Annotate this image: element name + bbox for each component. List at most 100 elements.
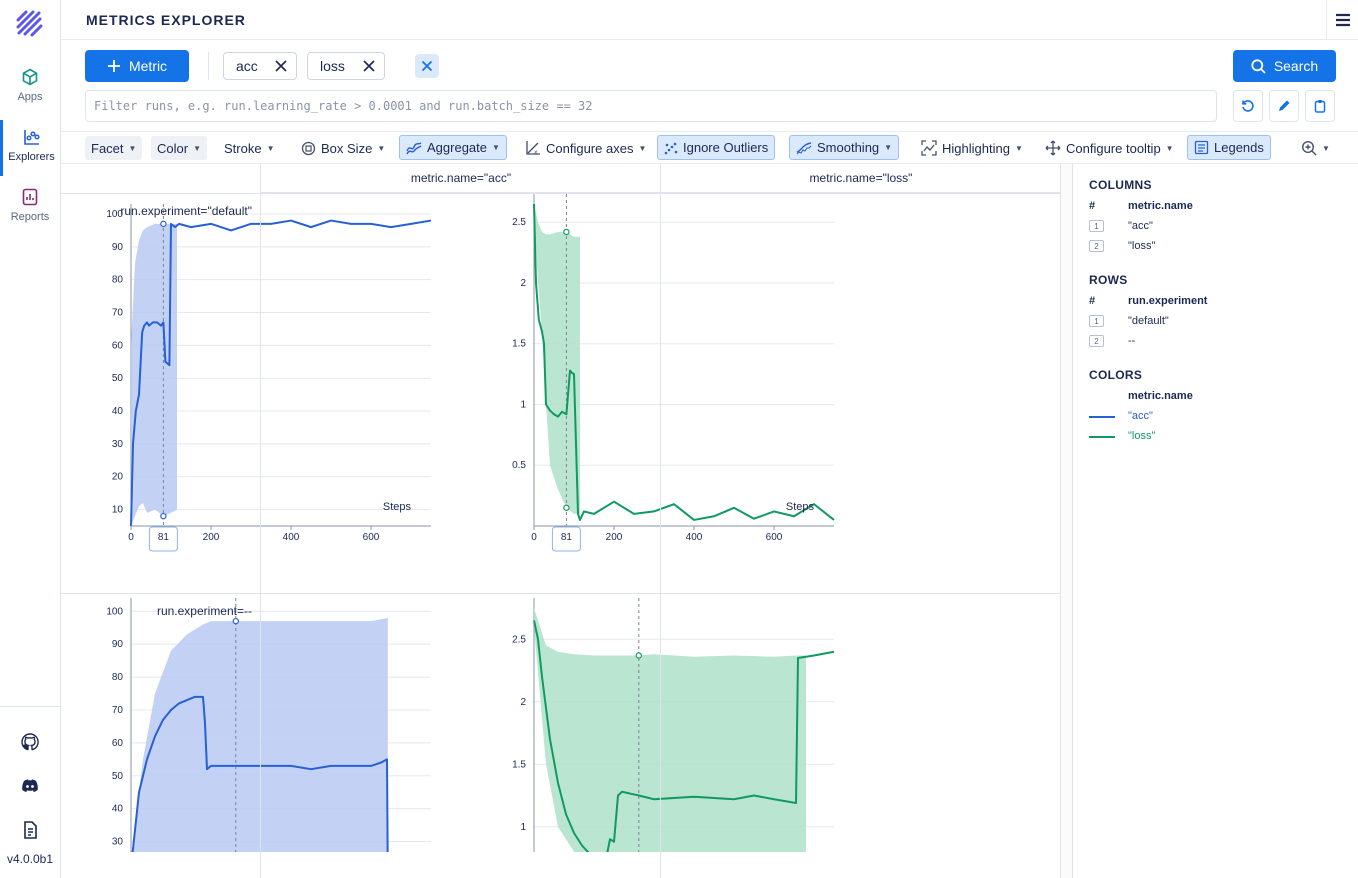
close-icon[interactable] — [362, 59, 376, 73]
y-tick-label: 100 — [106, 606, 123, 617]
aim-logo-icon[interactable] — [16, 10, 44, 38]
vertical-scrollbar[interactable] — [1061, 164, 1073, 878]
y-tick-label: 80 — [112, 672, 124, 683]
y-tick-label: 60 — [112, 738, 124, 749]
sidebar-item-reports[interactable]: Reports — [0, 180, 60, 236]
add-metric-button[interactable]: Metric — [85, 50, 189, 82]
stroke-dropdown[interactable]: Stroke ▼ — [218, 136, 281, 160]
legend-value: "acc" — [1128, 220, 1153, 232]
legend-value: "loss" — [1128, 240, 1156, 252]
legend-value: "default" — [1128, 315, 1169, 327]
cursor-x-label: 81 — [561, 532, 573, 543]
sidebar-item-apps[interactable]: Apps — [0, 60, 60, 116]
legend-index: 2 — [1089, 240, 1104, 252]
cursor-point — [232, 617, 239, 625]
box-size-dropdown[interactable]: Box Size ▼ — [295, 136, 391, 160]
filter-input[interactable]: Filter runs, e.g. run.learning_rate > 0.… — [85, 90, 1217, 122]
search-button[interactable]: Search — [1233, 50, 1336, 82]
caret-down-icon: ▼ — [266, 143, 275, 153]
configure-axes-dropdown[interactable]: x Configure axes ▼ — [519, 136, 652, 160]
caret-down-icon: ▼ — [1014, 143, 1023, 153]
smoothing-label: Smoothing — [817, 140, 880, 155]
y-tick-label: 1 — [521, 399, 527, 410]
column-header: metric.name="acc" — [261, 164, 661, 193]
chip-label: acc — [236, 58, 258, 74]
cursor-x-label: 81 — [158, 532, 170, 543]
x-tick-label: 600 — [363, 532, 380, 543]
aggregate-band — [534, 608, 807, 865]
chart-grid: metric.name="acc" metric.name="loss" run… — [61, 164, 1061, 878]
move-icon — [1045, 140, 1061, 156]
series-line-loss — [533, 203, 836, 521]
y-tick-label: 2 — [521, 278, 527, 289]
cursor-point — [563, 228, 571, 236]
configure-axes-label: Configure axes — [546, 140, 634, 156]
x-tick-label: 600 — [766, 532, 783, 543]
y-tick-label: 70 — [112, 705, 124, 716]
aggregate-dropdown[interactable]: Aggregate ▼ — [399, 135, 507, 160]
cursor-x-badge — [148, 526, 178, 552]
ignore-outliers-toggle[interactable]: Ignore Outliers — [657, 135, 776, 160]
configure-tooltip-label: Configure tooltip — [1066, 140, 1161, 156]
legend-key: metric.name — [1128, 390, 1193, 402]
legend-key: metric.name — [1128, 200, 1193, 212]
y-tick-label: 40 — [112, 804, 124, 815]
axes-icon: x — [526, 141, 540, 156]
column-header: metric.name="loss" — [661, 164, 1061, 193]
version-label: v4.0.0b1 — [6, 852, 54, 866]
highlight-icon — [921, 140, 937, 156]
metric-chip-loss[interactable]: loss — [307, 52, 385, 80]
legends-toggle[interactable]: Legends — [1187, 135, 1271, 160]
search-icon — [1251, 58, 1266, 74]
smoothing-dropdown[interactable]: Smoothing ▼ — [789, 135, 900, 160]
legend-section-title: COLORS — [1089, 368, 1143, 382]
copy-button[interactable] — [1305, 90, 1335, 122]
sidebar-item-explorers[interactable]: Explorers — [0, 120, 60, 176]
close-icon[interactable] — [274, 59, 288, 73]
github-icon[interactable] — [20, 732, 40, 752]
loss-none-chart[interactable]: 1 1.5 2 2.5 — [464, 568, 863, 865]
x-tick-label: 400 — [283, 532, 300, 543]
y-tick-label: 30 — [112, 837, 124, 848]
configure-tooltip-dropdown[interactable]: Configure tooltip ▼ — [1039, 136, 1180, 160]
series-line-acc — [130, 219, 432, 527]
legend-index: 1 — [1089, 315, 1104, 327]
menu-button[interactable] — [1326, 0, 1358, 40]
box-size-icon — [301, 141, 316, 155]
discord-icon[interactable] — [20, 776, 40, 796]
acc-default-chart[interactable]: 10 20 30 40 50 60 70 80 90 100 0 200 400 600 81 Steps — [61, 164, 460, 563]
color-label: Color — [157, 140, 189, 156]
legend-line-loss — [1089, 436, 1115, 438]
legend-section-title: ROWS — [1089, 273, 1128, 287]
caret-down-icon: ▼ — [884, 143, 893, 152]
zoom-dropdown[interactable]: ▼ — [1295, 136, 1336, 160]
reset-icon — [1242, 100, 1254, 112]
cursor-point — [160, 512, 167, 520]
highlighting-dropdown[interactable]: Highlighting ▼ — [915, 136, 1029, 160]
docs-icon[interactable] — [20, 820, 40, 840]
cube-icon — [22, 68, 38, 86]
pencil-icon — [1279, 100, 1290, 111]
stroke-label: Stroke — [224, 140, 262, 156]
facet-dropdown[interactable]: Facet ▼ — [85, 136, 143, 160]
page-title: METRICS EXPLORER — [86, 12, 246, 28]
color-dropdown[interactable]: Color ▼ — [151, 136, 207, 160]
y-tick-label: 50 — [112, 771, 124, 782]
search-label: Search — [1273, 58, 1319, 74]
metric-chip-acc[interactable]: acc — [223, 52, 297, 80]
aggregate-band — [534, 204, 581, 514]
y-tick-label: 80 — [112, 275, 124, 286]
aggregate-label: Aggregate — [427, 140, 487, 155]
x-axis-label: Steps — [786, 501, 815, 513]
acc-none-chart[interactable]: 30 40 50 60 70 80 90 100 — [61, 568, 460, 875]
chip-label: loss — [320, 58, 345, 74]
reset-button[interactable] — [1233, 90, 1263, 122]
edit-button[interactable] — [1269, 90, 1299, 122]
cursor-point — [160, 220, 167, 228]
loss-default-chart[interactable]: 0.5 1 1.5 2 2.5 0 200 400 600 81 Steps — [464, 164, 863, 563]
y-tick-label: 0.5 — [513, 460, 527, 471]
zoom-in-icon — [1301, 140, 1317, 156]
legend-line-acc — [1089, 416, 1115, 418]
plus-icon — [107, 60, 120, 72]
clear-all-button[interactable] — [415, 54, 439, 78]
